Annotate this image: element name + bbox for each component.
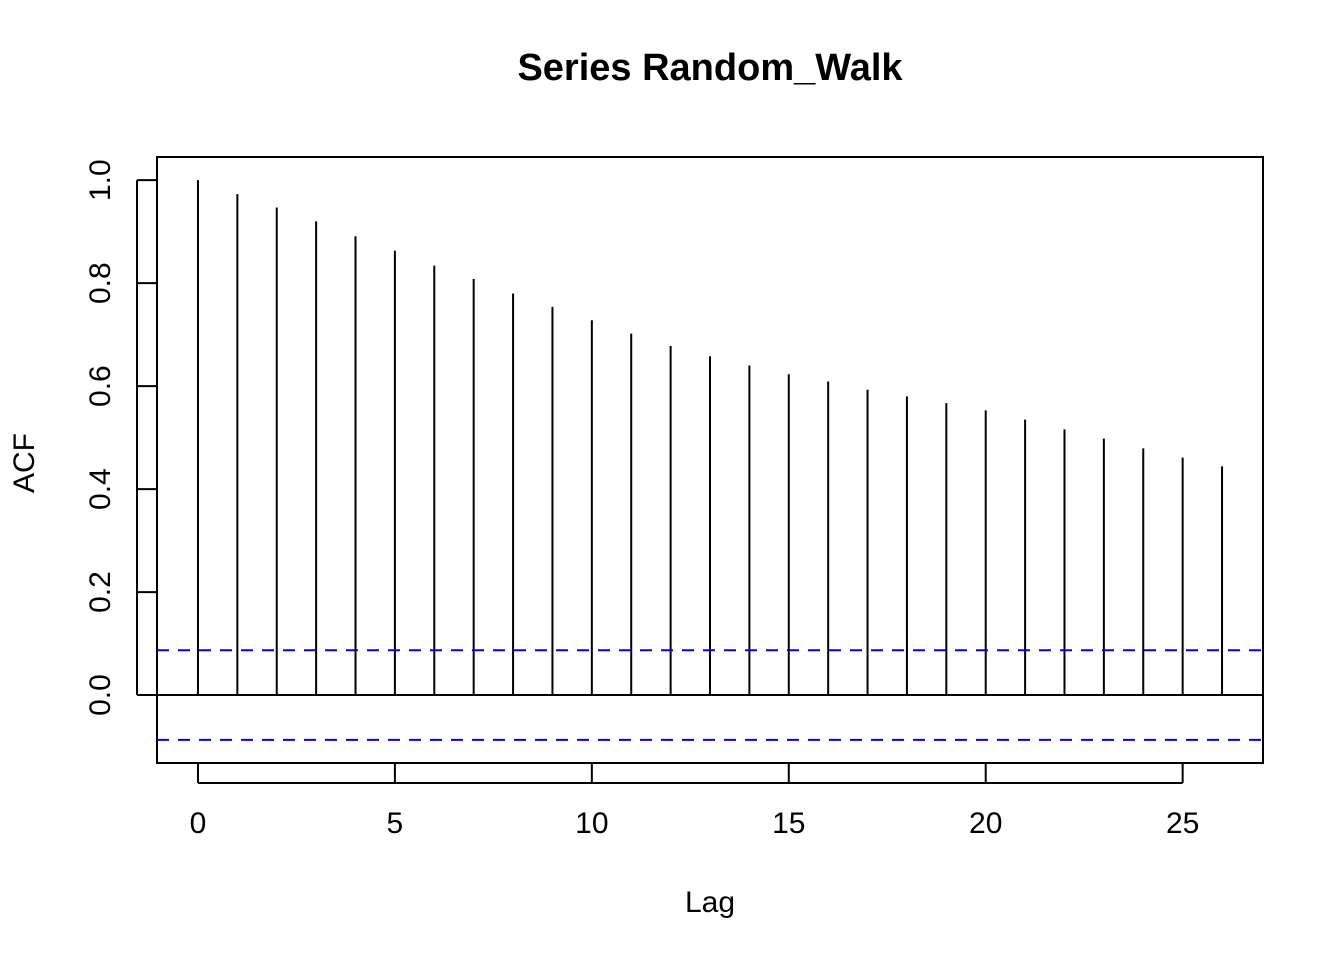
y-tick-label: 1.0 (84, 159, 117, 201)
y-axis-label: ACF (8, 433, 41, 493)
x-tick-label: 25 (1166, 807, 1199, 840)
acf-bars (196, 180, 1224, 696)
x-tick-label: 5 (387, 807, 404, 840)
chart-title: Series Random_Walk (517, 47, 903, 89)
y-axis: 0.0 0.2 0.4 0.6 0.8 1.0 (84, 159, 157, 716)
x-tick-label: 0 (190, 807, 207, 840)
y-tick-label: 0.8 (84, 262, 117, 304)
x-tick-label: 20 (969, 807, 1002, 840)
y-tick-label: 0.2 (84, 571, 117, 613)
confidence-bounds (157, 649, 1263, 741)
y-tick-label: 0.6 (84, 365, 117, 407)
y-tick-label: 0.0 (84, 674, 117, 716)
x-tick-label: 10 (575, 807, 608, 840)
y-tick-label: 0.4 (84, 468, 117, 510)
plot-frame (156, 156, 1264, 764)
x-tick-label: 15 (772, 807, 805, 840)
x-axis-label: Lag (685, 886, 735, 919)
x-axis: 0 5 10 15 20 25 (190, 763, 1199, 840)
